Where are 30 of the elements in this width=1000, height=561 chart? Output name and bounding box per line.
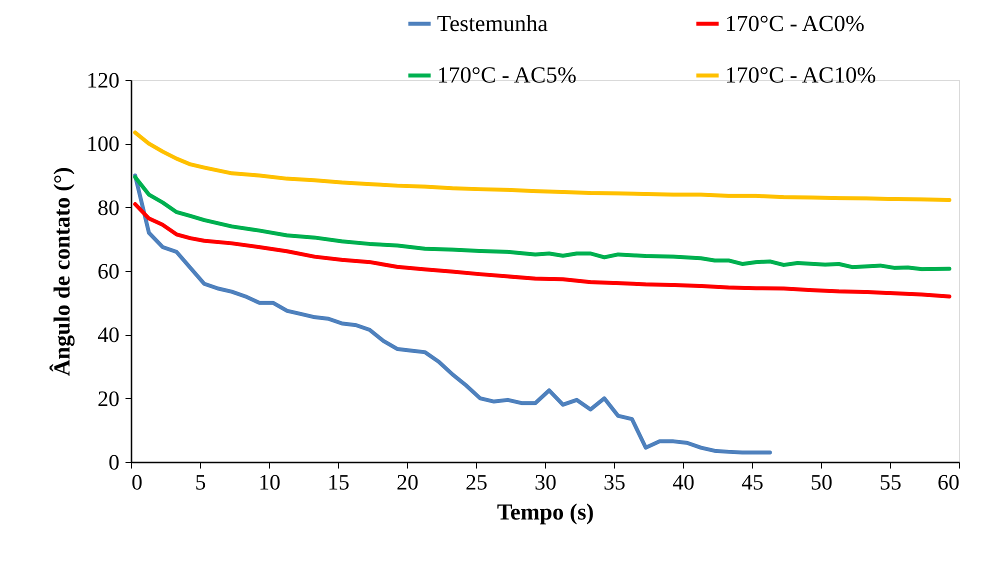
x-tick-label: 0 bbox=[132, 470, 142, 494]
x-tick-label: 30 bbox=[534, 470, 556, 494]
legend-label: 170°C - AC10% bbox=[725, 62, 876, 88]
x-tick-label: 35 bbox=[604, 470, 626, 494]
x-axis-title: Tempo (s) bbox=[497, 500, 594, 524]
x-tick-label: 55 bbox=[880, 470, 902, 494]
y-tick-label: 100 bbox=[86, 131, 120, 156]
x-tick-label: 40 bbox=[672, 470, 694, 494]
line-series bbox=[133, 130, 952, 202]
x-tick-label: 5 bbox=[195, 470, 206, 494]
x-tick-label: 60 bbox=[938, 470, 960, 494]
line-series bbox=[133, 175, 952, 272]
legend-label: 170°C - AC5% bbox=[437, 62, 577, 88]
y-tick-label: 120 bbox=[86, 68, 120, 92]
y-tick-label: 0 bbox=[108, 450, 120, 474]
y-tick-label: 40 bbox=[98, 322, 120, 348]
x-tick-label: 20 bbox=[396, 470, 418, 494]
line-series bbox=[133, 174, 772, 454]
line-series bbox=[133, 202, 952, 298]
y-tick-label: 80 bbox=[98, 194, 120, 220]
y-tick-label: 60 bbox=[98, 258, 120, 284]
x-tick-label: 10 bbox=[258, 470, 280, 494]
x-tick-label: 25 bbox=[466, 470, 488, 494]
y-axis-title: Ângulo de contato (°) bbox=[50, 166, 76, 376]
legend-label: 170°C - AC0% bbox=[725, 10, 865, 36]
y-tick-label: 20 bbox=[98, 386, 120, 411]
x-tick-label: 45 bbox=[742, 470, 764, 494]
x-tick-label: 50 bbox=[810, 470, 832, 494]
legend-label: Testemunha bbox=[437, 10, 548, 36]
x-tick-label: 15 bbox=[328, 470, 350, 494]
